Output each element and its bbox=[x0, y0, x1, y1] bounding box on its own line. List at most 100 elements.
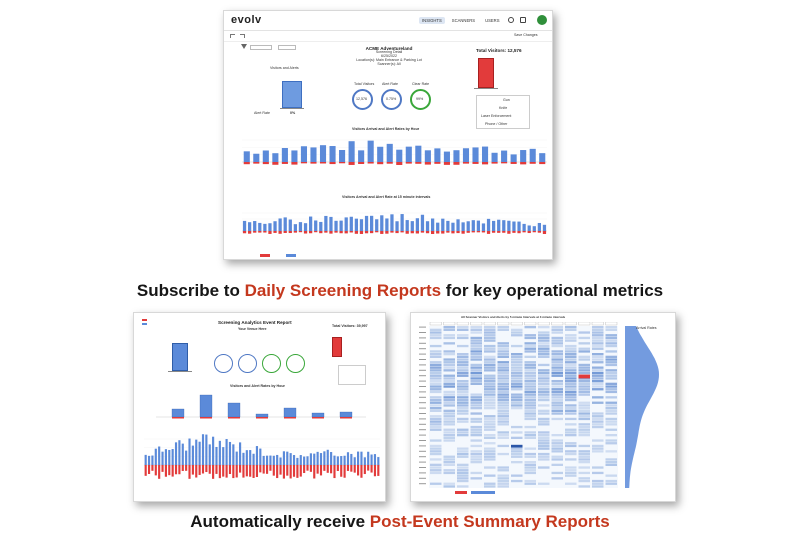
heatmap-cell bbox=[605, 409, 617, 412]
alert-bar bbox=[319, 231, 323, 234]
heatmap-cell bbox=[430, 420, 442, 423]
alert-bar bbox=[276, 465, 279, 479]
alert-bar bbox=[329, 162, 336, 165]
heatmap-column-header bbox=[497, 322, 510, 326]
heatmap-cell bbox=[578, 350, 590, 353]
nav-scanners[interactable]: SCANNERS bbox=[451, 18, 476, 23]
heatmap-cell bbox=[484, 382, 496, 385]
heatmap-cell bbox=[592, 342, 604, 345]
heatmap-cell bbox=[470, 374, 482, 377]
visitor-bar bbox=[502, 220, 506, 231]
nav-insights[interactable]: INSIGHTS bbox=[419, 17, 445, 24]
settings-icon[interactable] bbox=[520, 17, 526, 23]
heatmap-cell bbox=[511, 385, 523, 388]
alert-bar bbox=[324, 231, 328, 233]
visitor-bar bbox=[385, 218, 389, 231]
heatmap-cell bbox=[430, 401, 442, 404]
visitor-bar bbox=[249, 450, 252, 465]
visitor-bar bbox=[340, 456, 343, 465]
alert-rate-value: 0% bbox=[290, 111, 296, 115]
help-icon[interactable] bbox=[508, 17, 514, 23]
heatmap-cell bbox=[592, 425, 604, 429]
redo-icon[interactable] bbox=[240, 34, 245, 38]
alert-bar bbox=[252, 465, 255, 478]
heatmap-cell bbox=[443, 423, 455, 426]
heatmap-cell bbox=[551, 339, 563, 342]
visitor-bar bbox=[481, 146, 489, 162]
filter-icon[interactable] bbox=[241, 44, 247, 49]
heatmap-cell bbox=[457, 355, 469, 358]
heatmap-cell bbox=[565, 355, 577, 358]
heatmap-cell bbox=[551, 409, 563, 412]
filter-dropdown-2[interactable] bbox=[278, 45, 296, 50]
heatmap-cell bbox=[592, 417, 604, 421]
heatmap-cell bbox=[592, 326, 604, 329]
heatmap-cell bbox=[484, 388, 496, 391]
visitor-bar bbox=[298, 222, 303, 231]
heatmap-cell bbox=[524, 342, 536, 345]
heatmap-row-label bbox=[419, 450, 426, 452]
heatmap-cell bbox=[565, 428, 577, 431]
visitor-bar bbox=[288, 219, 292, 231]
heatmap-cell bbox=[538, 404, 550, 407]
alert-bar bbox=[329, 231, 333, 234]
alert-bar bbox=[336, 465, 339, 471]
heatmap-cell bbox=[497, 474, 509, 477]
alert-bar bbox=[453, 162, 460, 165]
heatmap-cell bbox=[470, 401, 482, 404]
heatmap-cell bbox=[484, 447, 496, 450]
alert-bar bbox=[367, 162, 374, 164]
visitor-bar bbox=[289, 453, 292, 465]
visitor-bar bbox=[386, 143, 393, 162]
heatmap-cell bbox=[484, 404, 496, 407]
alert-bar bbox=[373, 465, 377, 477]
event-hour-bar bbox=[311, 412, 325, 418]
visitor-bar bbox=[235, 451, 238, 465]
filter-dropdown[interactable] bbox=[250, 45, 272, 50]
heatmap-cell bbox=[551, 442, 563, 445]
heatmap-cell bbox=[457, 452, 469, 456]
alert-bar bbox=[343, 465, 346, 478]
heatmap-cell bbox=[551, 361, 563, 364]
heatmap-cell bbox=[578, 455, 590, 458]
heatmap-cell bbox=[578, 355, 590, 358]
alert-bar bbox=[529, 162, 536, 164]
alert-bar bbox=[380, 231, 384, 234]
visitor-bar bbox=[303, 223, 308, 231]
visitor-bar bbox=[293, 224, 298, 231]
report-title-block: ACME Adventureland Screening Detail 6/25… bbox=[339, 46, 439, 67]
visitor-bar bbox=[472, 147, 479, 162]
alert-bar bbox=[278, 231, 282, 234]
event-hour-alert bbox=[228, 417, 240, 419]
alert-bar bbox=[436, 231, 440, 234]
heatmap-cell bbox=[443, 390, 455, 394]
report-scanners: Scanner(s): All bbox=[377, 61, 401, 66]
heatmap-cell bbox=[605, 336, 617, 340]
visitor-bar bbox=[310, 147, 317, 162]
heatmap-cell bbox=[565, 469, 577, 472]
heatmap-cell bbox=[470, 363, 482, 367]
alert-bar bbox=[273, 231, 277, 233]
brand-logo[interactable]: evolv bbox=[231, 14, 262, 26]
visitor-bar bbox=[239, 442, 242, 465]
user-avatar-icon[interactable] bbox=[537, 15, 547, 25]
alert-bar bbox=[532, 231, 536, 233]
heatmap-cell bbox=[524, 466, 536, 469]
save-changes-button[interactable]: Save Changes bbox=[514, 33, 538, 37]
heatmap-cell bbox=[457, 374, 469, 377]
alert-rate-label: Alert Rate bbox=[254, 111, 270, 115]
alert-bar bbox=[491, 231, 496, 233]
alert-bar bbox=[272, 162, 279, 165]
alert-bar bbox=[330, 465, 333, 474]
alert-bar bbox=[225, 465, 228, 478]
heatmap-cell bbox=[605, 404, 617, 407]
heatmap-cell bbox=[605, 385, 617, 388]
heatmap-cell bbox=[511, 353, 523, 356]
visitor-bar bbox=[441, 218, 445, 231]
nav-users[interactable]: USERS bbox=[485, 18, 500, 23]
legend-knife: Knife bbox=[499, 106, 508, 110]
heatmap-cell bbox=[605, 417, 617, 421]
hourly-chart-title: Visitors Arrival and Alert Rates by Hour bbox=[352, 127, 420, 131]
undo-icon[interactable] bbox=[230, 34, 235, 38]
alert-bar bbox=[339, 162, 346, 164]
